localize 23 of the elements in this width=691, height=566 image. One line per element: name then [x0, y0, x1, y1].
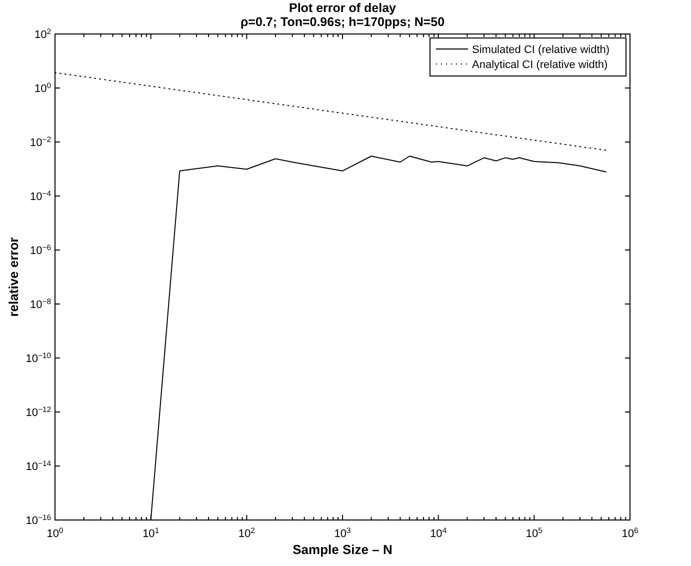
- y-tick-label: 10$^{−8}$: [30, 296, 51, 311]
- y-tick-label: 10$^{−16}$: [26, 512, 51, 527]
- x-axis-title: Sample Size – N: [292, 542, 392, 557]
- legend-label: Analytical CI (relative width): [472, 59, 608, 71]
- y-axis-title: relative error: [6, 237, 21, 317]
- x-tick-label: 10$^{1}$: [142, 526, 160, 540]
- legend-label: Simulated CI (relative width): [472, 44, 610, 56]
- y-tick-label: 10$^{−4}$: [30, 188, 52, 203]
- x-tick-label: 10$^{3}$: [334, 526, 351, 540]
- y-tick-label: 10$^{2}$: [34, 26, 51, 41]
- chart-title: Plot error of delay: [289, 1, 396, 15]
- x-tick-label: 10$^{5}$: [526, 526, 542, 540]
- y-tick-label: 10$^{−2}$: [30, 134, 51, 149]
- x-tick-label: 10$^{6}$: [622, 526, 638, 540]
- x-tick-label: 10$^{0}$: [46, 526, 64, 540]
- y-tick-label: 10$^{−12}$: [26, 404, 51, 419]
- x-tick-label: 10$^{2}$: [238, 526, 255, 540]
- chart-subtitle: ρ=0.7; Ton=0.96s; h=170pps; N=50: [240, 15, 445, 29]
- y-tick-label: 10$^{0}$: [34, 80, 51, 95]
- y-tick-label: 10$^{−6}$: [30, 242, 51, 257]
- x-tick-label: 10$^{4}$: [430, 526, 448, 540]
- y-tick-label: 10$^{−14}$: [26, 458, 52, 473]
- y-tick-label: 10$^{−10}$: [26, 350, 51, 365]
